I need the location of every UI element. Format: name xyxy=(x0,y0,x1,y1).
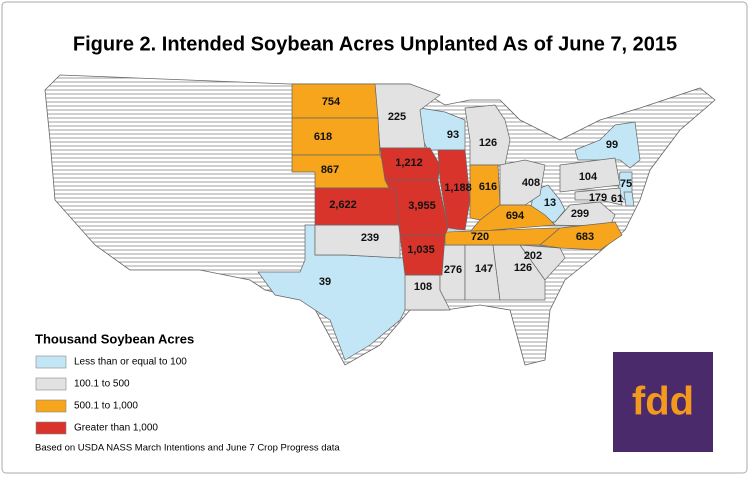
state xyxy=(464,104,511,166)
state-value: 126 xyxy=(479,137,497,149)
state-value: 225 xyxy=(388,111,406,123)
state-value: 1,212 xyxy=(395,157,423,169)
state-value: 683 xyxy=(576,231,594,243)
legend-swatch xyxy=(35,421,67,435)
legend-label: Greater than 1,000 xyxy=(74,423,158,434)
state-value: 408 xyxy=(522,177,540,189)
state-value: 93 xyxy=(447,129,459,141)
state-value: 2,622 xyxy=(329,199,357,211)
legend-label: Less than or equal to 100 xyxy=(74,357,187,368)
state-value: 202 xyxy=(524,250,542,262)
state-value: 616 xyxy=(479,181,497,193)
state xyxy=(559,157,621,193)
footnote: Based on USDA NASS March Intentions and … xyxy=(35,443,340,454)
legend: Less than or equal to 100 100.1 to 500 500… xyxy=(35,355,187,435)
legend-label: 500.1 to 1,000 xyxy=(74,401,138,412)
state-value: 1,035 xyxy=(407,244,435,256)
state xyxy=(519,244,566,281)
state xyxy=(574,121,641,169)
state-value: 39 xyxy=(319,276,331,288)
state-value: 126 xyxy=(514,262,532,274)
state xyxy=(314,187,401,226)
state-value: 99 xyxy=(606,139,618,151)
state-value: 3,955 xyxy=(408,200,436,212)
state xyxy=(291,117,381,156)
state-value: 867 xyxy=(321,164,339,176)
state xyxy=(437,149,471,231)
legend-swatch xyxy=(35,399,67,413)
state-value: 1,188 xyxy=(444,182,472,194)
state xyxy=(399,234,446,276)
legend-title: Thousand Soybean Acres xyxy=(35,331,194,346)
state-value: 720 xyxy=(471,231,489,243)
state-value: 104 xyxy=(579,171,598,183)
state-value: 276 xyxy=(444,264,462,276)
state-value: 754 xyxy=(322,96,341,108)
state xyxy=(574,187,623,206)
legend-swatch xyxy=(35,377,67,391)
title: Figure 2. Intended Soybean Acres Unplant… xyxy=(73,33,677,55)
state xyxy=(314,224,401,259)
state-value: 179 xyxy=(589,192,607,204)
logo: fdd xyxy=(632,380,694,424)
state-value: 618 xyxy=(314,131,332,143)
state-value: 239 xyxy=(361,232,379,244)
legend-label: 100.1 to 500 xyxy=(74,379,130,390)
legend-swatch xyxy=(35,355,67,369)
state-value: 108 xyxy=(414,281,432,293)
logo-box xyxy=(613,352,713,452)
state xyxy=(379,147,441,181)
state-value: 694 xyxy=(506,210,525,222)
state xyxy=(539,221,623,251)
state xyxy=(623,191,635,207)
state-value: 13 xyxy=(544,197,556,209)
state-value: 299 xyxy=(571,208,589,220)
state-value: 147 xyxy=(475,263,493,275)
state-value: 75 xyxy=(620,178,632,190)
state-value: 61 xyxy=(611,193,623,205)
